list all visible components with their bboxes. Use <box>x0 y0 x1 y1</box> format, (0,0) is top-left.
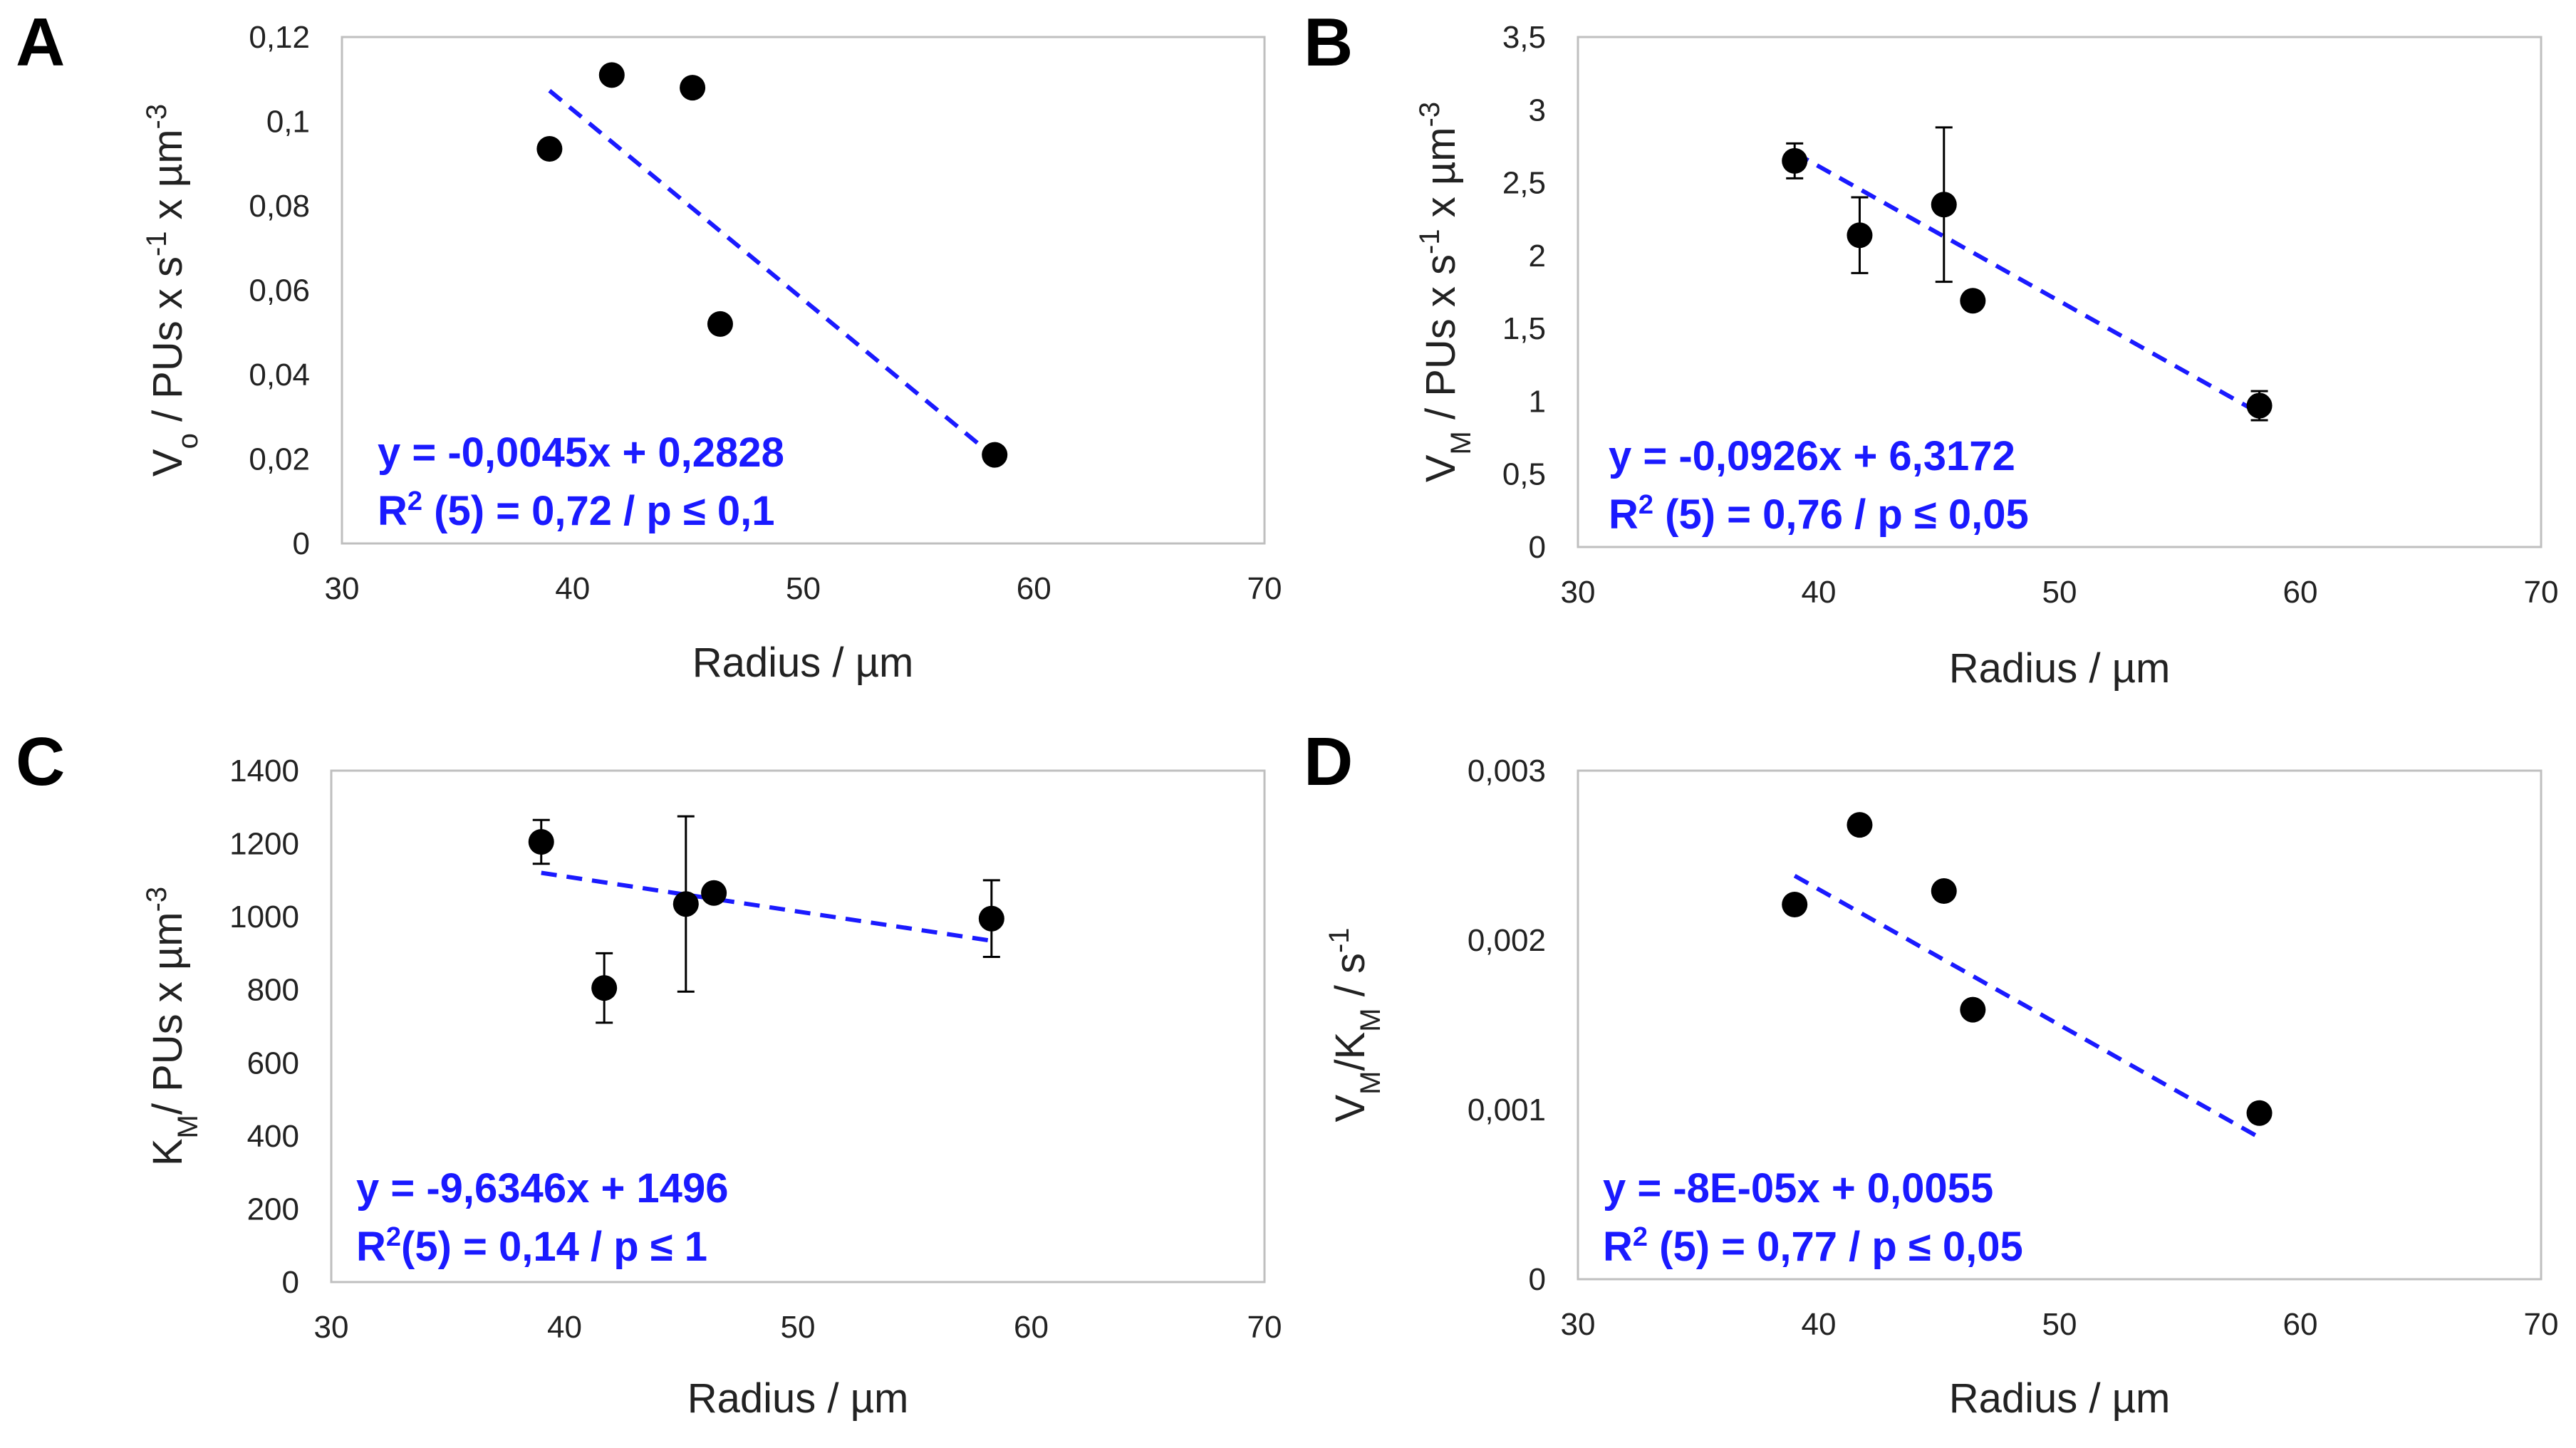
x-tick-label: 70 <box>1247 571 1282 606</box>
plot-area <box>1577 769 2543 1281</box>
x-tick-label: 60 <box>2283 575 2318 610</box>
x-axis-title: Radius / µm <box>687 1375 909 1422</box>
y-tick-label: 800 <box>247 973 299 1008</box>
x-tick-label: 70 <box>2524 575 2559 610</box>
x-tick-label: 50 <box>2042 1307 2077 1342</box>
x-axis-title: Radius / µm <box>1949 1375 2171 1422</box>
y-tick-label: 0,08 <box>249 189 310 224</box>
data-point <box>982 442 1008 468</box>
x-tick-label: 60 <box>1014 1310 1049 1345</box>
y-tick-label: 3 <box>1529 93 1546 127</box>
panel-letter: B <box>1304 4 1353 80</box>
y-axis-title: VM/KM / s-1 <box>1324 927 1386 1122</box>
y-tick-label: 200 <box>247 1192 299 1226</box>
data-point <box>598 62 625 88</box>
x-tick-label: 60 <box>1017 571 1051 606</box>
y-tick-label: 400 <box>247 1119 299 1154</box>
chart-panel-a: A 30 40 50 60 70 0 0,02 0,04 0,06 0,08 0,1 0,12 Radiu… <box>16 4 1282 686</box>
data-point <box>1931 192 1957 218</box>
y-tick-label: 1200 <box>229 827 299 862</box>
y-tick-label: 1000 <box>229 900 299 934</box>
regression-equation: y = -8E-05x + 0,0055 <box>1603 1165 1993 1212</box>
y-tick-label: 0 <box>293 526 310 561</box>
x-tick-label: 30 <box>314 1310 349 1345</box>
panel-letter: A <box>16 4 65 80</box>
panel-letter: C <box>16 724 65 800</box>
data-point <box>1960 288 1986 314</box>
panel-letter: D <box>1304 724 1353 800</box>
y-tick-label: 0,003 <box>1468 754 1546 788</box>
x-tick-label: 50 <box>2042 575 2077 610</box>
data-point <box>672 891 699 917</box>
x-tick-label: 50 <box>781 1310 816 1345</box>
trendline <box>548 88 997 459</box>
regression-equation: y = -0,0926x + 6,3172 <box>1609 433 2015 479</box>
x-tick-label: 50 <box>786 571 821 606</box>
data-point <box>701 880 727 906</box>
data-point <box>1960 996 1986 1023</box>
x-tick-label: 70 <box>2524 1307 2559 1342</box>
regression-equation: y = -0,0045x + 0,2828 <box>378 429 784 476</box>
y-tick-label: 0,04 <box>249 358 310 392</box>
regression-equation: y = -9,6346x + 1496 <box>356 1165 728 1212</box>
plot-area <box>330 769 1266 1283</box>
x-tick-label: 70 <box>1247 1310 1282 1345</box>
x-tick-label: 40 <box>1802 1307 1837 1342</box>
x-tick-label: 40 <box>555 571 590 606</box>
y-tick-label: 600 <box>247 1046 299 1080</box>
x-axis-title: Radius / µm <box>1949 645 2171 692</box>
regression-r-squared: R2 (5) = 0,76 / p ≤ 0,05 <box>1609 490 2029 538</box>
x-tick-label: 40 <box>1802 575 1837 610</box>
x-tick-label: 60 <box>2283 1307 2318 1342</box>
regression-r-squared: R2(5) = 0,14 / p ≤ 1 <box>356 1222 707 1270</box>
regression-r-squared: R2 (5) = 0,77 / p ≤ 0,05 <box>1603 1222 2023 1270</box>
x-tick-label: 30 <box>1561 575 1596 610</box>
y-tick-label: 0,1 <box>266 105 310 140</box>
y-tick-label: 2,5 <box>1502 166 1546 201</box>
data-point <box>536 136 563 162</box>
data-point <box>978 905 1004 932</box>
trendline <box>1793 873 2261 1140</box>
y-tick-label: 0 <box>1529 1262 1546 1297</box>
y-tick-label: 1,5 <box>1502 311 1546 346</box>
x-axis-title: Radius / µm <box>692 640 914 686</box>
data-point <box>707 311 733 337</box>
y-tick-label: 0,5 <box>1502 457 1546 492</box>
data-point <box>528 829 554 855</box>
y-tick-label: 2 <box>1529 239 1546 274</box>
trendline <box>1793 150 2261 415</box>
data-point <box>680 75 706 101</box>
y-tick-label: 0,12 <box>249 20 310 55</box>
data-point <box>2246 1100 2273 1126</box>
y-tick-label: 3,5 <box>1502 20 1546 55</box>
y-axis-title: VM / PUs x s-1 x µm-3 <box>1414 102 1477 482</box>
y-tick-label: 1400 <box>229 754 299 788</box>
y-axis-title: KM/ PUs x µm-3 <box>141 887 204 1166</box>
data-point <box>1847 812 1873 838</box>
plot-area <box>1577 36 2543 548</box>
y-tick-label: 1 <box>1529 384 1546 419</box>
y-tick-label: 0 <box>1529 530 1546 565</box>
y-axis-title: Vo / PUs x s-1 x µm-3 <box>141 104 204 476</box>
data-point <box>2246 392 2273 419</box>
y-tick-label: 0,02 <box>249 442 310 477</box>
chart-panel-c: C 30 40 50 60 70 0 200 400 600 800 1000 1200 1400 Radi… <box>16 724 1282 1422</box>
regression-r-squared: R2 (5) = 0,72 / p ≤ 0,1 <box>378 486 774 534</box>
data-point <box>1782 147 1808 174</box>
chart-panel-d: D 30 40 50 60 70 0 0,001 0,002 0,003 Radius / µm VM… <box>1304 724 2558 1422</box>
data-point <box>1847 222 1873 249</box>
y-tick-label: 0,06 <box>249 274 310 308</box>
y-tick-label: 0,002 <box>1468 923 1546 958</box>
chart-panel-b: B 30 40 50 60 70 0 0,5 1 1,5 2 2,5 3 3,5 Radius / µm VM… <box>1304 4 2558 692</box>
x-tick-label: 30 <box>325 571 360 606</box>
x-tick-label: 40 <box>547 1310 582 1345</box>
data-point <box>1931 877 1957 904</box>
y-tick-label: 0,001 <box>1468 1093 1546 1127</box>
x-tick-label: 30 <box>1561 1307 1596 1342</box>
y-tick-label: 0 <box>282 1265 299 1300</box>
data-point <box>1782 892 1808 918</box>
plot-area <box>341 36 1266 545</box>
data-point <box>591 975 618 1001</box>
